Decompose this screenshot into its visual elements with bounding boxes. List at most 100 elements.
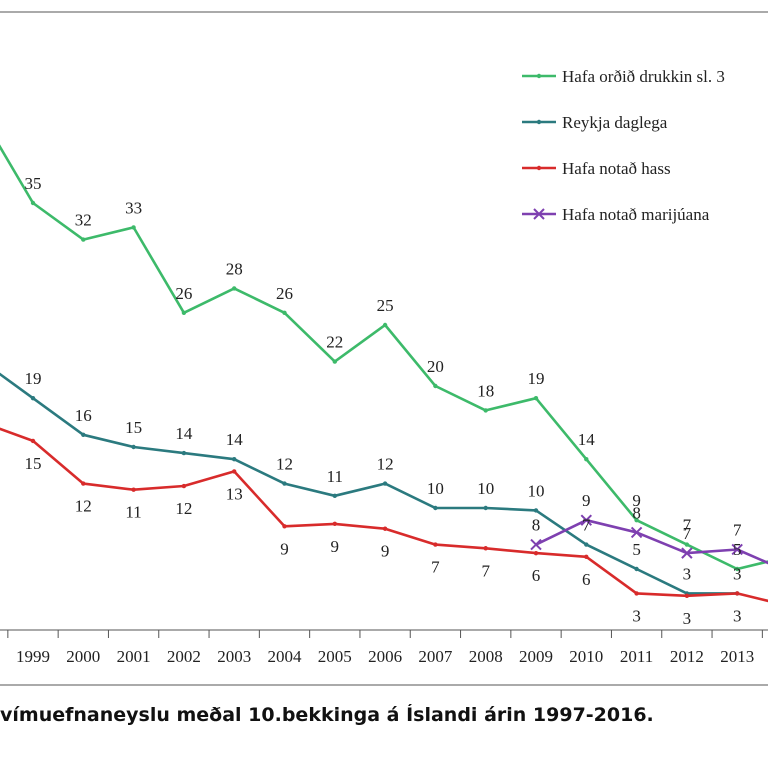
data-point	[81, 237, 86, 242]
data-point	[382, 481, 388, 486]
data-point	[181, 483, 187, 489]
data-point	[30, 438, 36, 444]
data-label: 14	[226, 430, 244, 449]
legend-label: Hafa notað hass	[562, 159, 671, 178]
data-point	[530, 538, 542, 551]
data-point	[433, 542, 438, 547]
x-tick-label: 2006	[368, 647, 402, 666]
data-point	[483, 505, 488, 511]
data-point	[131, 487, 136, 492]
data-point	[634, 518, 639, 523]
data-label: 11	[327, 467, 343, 486]
data-label: 3	[632, 606, 641, 625]
legend: Hafa orðið drukkin sl. 3 Reykja daglega Ha…	[514, 48, 768, 244]
x-axis-tick-labels: 8199920002001200220032004200520062007200…	[16, 647, 754, 666]
data-point	[382, 322, 388, 328]
data-label: 18	[477, 381, 494, 400]
data-label: 10	[528, 481, 545, 500]
data-label: 5	[733, 540, 742, 559]
figure-caption: vímuefnaneyslu meðal 10.bekkinga á Íslan…	[0, 704, 654, 726]
x-tick-label: 2002	[167, 647, 201, 666]
data-point	[684, 542, 690, 547]
data-point	[580, 514, 593, 526]
data-label: 26	[175, 284, 192, 303]
data-point	[181, 450, 187, 456]
x-tick-label: 1999	[16, 647, 50, 666]
data-point	[731, 543, 743, 556]
data-point	[584, 554, 589, 559]
data-label: 7	[582, 516, 591, 535]
data-label: 7	[683, 516, 692, 535]
data-label: 3	[683, 609, 692, 628]
data-label: 12	[175, 499, 192, 518]
data-label: 12	[75, 497, 92, 516]
data-point	[533, 508, 539, 513]
data-label: 15	[125, 418, 142, 437]
data-point	[332, 493, 337, 498]
data-point	[131, 225, 136, 230]
data-point	[30, 200, 36, 206]
legend-label: Hafa notað marijúana	[562, 205, 710, 224]
legend-marker	[533, 208, 545, 220]
data-label: 7	[481, 561, 490, 580]
series-markers	[30, 200, 743, 599]
x-tick-label: 2004	[268, 647, 303, 666]
data-point	[634, 566, 639, 572]
data-label: 14	[175, 424, 193, 443]
x-tick-label: 2010	[569, 647, 603, 666]
x-tick-label: 2003	[217, 647, 251, 666]
data-label: 16	[75, 406, 92, 425]
data-label: 6	[582, 570, 591, 589]
data-point	[282, 524, 287, 529]
data-point	[533, 550, 539, 556]
data-point	[131, 444, 136, 450]
x-tick-label: 2012	[670, 647, 704, 666]
x-tick-label: 2009	[519, 647, 553, 666]
data-point	[584, 457, 589, 462]
data-point	[81, 432, 86, 437]
data-label: 14	[578, 430, 596, 449]
data-point	[232, 469, 237, 474]
data-label: 22	[326, 333, 343, 352]
data-label: 19	[528, 369, 545, 388]
data-label: 32	[75, 211, 92, 230]
legend-label: Hafa orðið drukkin sl. 3	[562, 67, 725, 86]
data-point	[232, 457, 237, 462]
legend-marker	[536, 73, 542, 79]
data-point	[332, 359, 337, 364]
data-point	[433, 383, 438, 389]
data-point	[584, 542, 589, 547]
data-label: 7	[431, 558, 440, 577]
data-point	[684, 593, 690, 599]
data-label: 10	[427, 479, 444, 498]
data-point	[433, 505, 438, 511]
data-label: 26	[276, 284, 293, 303]
data-label: 13	[226, 484, 243, 503]
data-label: 12	[377, 455, 394, 474]
data-point	[81, 481, 86, 486]
data-point	[634, 591, 639, 596]
x-tick-label: 2001	[117, 647, 151, 666]
data-label: 3	[683, 564, 692, 583]
data-point	[735, 566, 740, 572]
data-point	[483, 408, 488, 413]
data-label: 8	[632, 503, 641, 522]
data-label: 7	[733, 520, 742, 539]
data-label: 15	[25, 454, 42, 473]
data-label: 7	[683, 524, 692, 543]
data-label: 11	[125, 503, 141, 522]
data-point	[735, 591, 740, 596]
data-label: 6	[532, 566, 541, 585]
series-line-1	[0, 372, 738, 595]
data-point	[282, 310, 287, 315]
data-label: 12	[276, 455, 293, 474]
x-tick-label: 2007	[418, 647, 453, 666]
data-label: 28	[226, 259, 243, 278]
data-point	[533, 396, 539, 401]
data-point	[282, 481, 287, 486]
x-tick-label: 2000	[66, 647, 100, 666]
x-tick-label: 2011	[620, 647, 653, 666]
data-label: 9	[381, 542, 390, 561]
